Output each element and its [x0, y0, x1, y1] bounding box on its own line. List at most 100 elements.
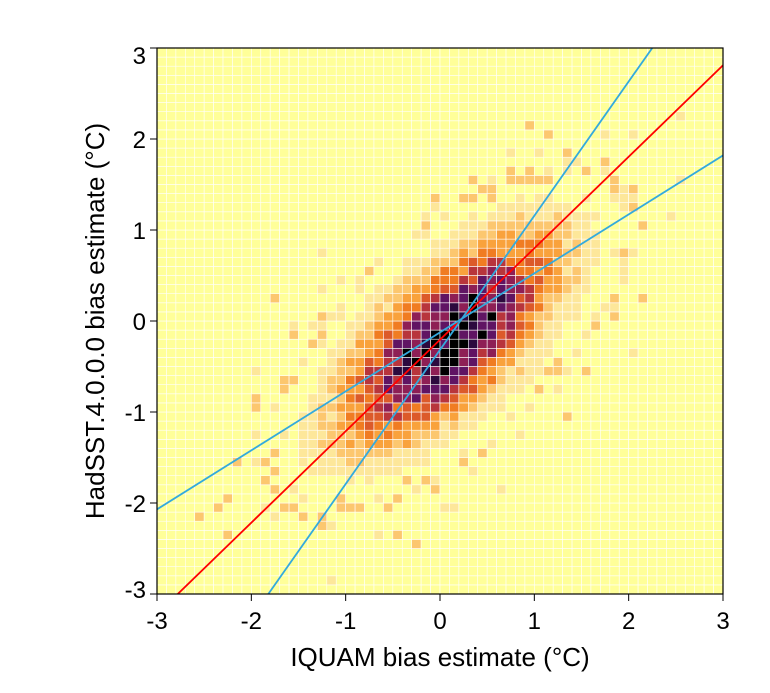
heatmap-cell — [600, 338, 611, 349]
heatmap-cell — [307, 557, 318, 567]
heatmap-cell — [326, 475, 337, 486]
heatmap-cell — [241, 366, 252, 376]
heatmap-cell — [534, 457, 545, 467]
heatmap-cell — [628, 184, 639, 194]
heatmap-cell — [703, 120, 714, 131]
heatmap-cell — [609, 75, 620, 85]
heatmap-cell — [458, 84, 469, 94]
heatmap-cell — [618, 575, 629, 586]
heatmap-cell — [307, 247, 318, 258]
heatmap-cell — [335, 529, 346, 540]
heatmap-cell — [515, 93, 526, 103]
heatmap-cell — [666, 211, 677, 222]
heatmap-cell — [326, 566, 337, 577]
heatmap-cell — [600, 56, 611, 67]
heatmap-cell — [609, 84, 620, 94]
heatmap-cell — [373, 47, 384, 58]
heatmap-cell — [647, 56, 658, 67]
heatmap-cell — [241, 311, 252, 322]
heatmap-cell — [675, 156, 686, 167]
heatmap-cell — [656, 275, 667, 285]
heatmap-cell — [430, 511, 441, 522]
heatmap-cell — [439, 384, 450, 395]
heatmap-cell — [666, 575, 677, 586]
heatmap-cell — [307, 75, 318, 85]
heatmap-cell — [486, 202, 497, 213]
heatmap-cell — [637, 75, 648, 85]
heatmap-cell — [175, 457, 186, 467]
heatmap-cell — [675, 393, 686, 404]
heatmap-cell — [534, 284, 545, 295]
heatmap-cell — [694, 493, 705, 504]
heatmap-cell — [675, 302, 686, 313]
heatmap-cell — [241, 402, 252, 413]
heatmap-cell — [562, 266, 573, 276]
heatmap-cell — [439, 347, 450, 358]
heatmap-cell — [203, 347, 214, 358]
heatmap-cell — [713, 539, 724, 549]
heatmap-cell — [241, 584, 252, 595]
heatmap-cell — [496, 384, 507, 395]
heatmap-cell — [326, 75, 337, 85]
heatmap-cell — [524, 466, 535, 477]
heatmap-cell — [486, 338, 497, 349]
heatmap-cell — [590, 457, 601, 467]
heatmap-cell — [279, 384, 290, 395]
heatmap-cell — [288, 166, 299, 176]
heatmap-cell — [534, 466, 545, 477]
heatmap-cell — [628, 302, 639, 313]
heatmap-cell — [251, 375, 262, 386]
heatmap-cell — [534, 420, 545, 431]
heatmap-cell — [458, 429, 469, 440]
heatmap-cell — [496, 120, 507, 131]
heatmap-cell — [703, 211, 714, 222]
heatmap-cell — [298, 402, 309, 413]
heatmap-cell — [430, 384, 441, 395]
heatmap-cell — [232, 102, 243, 112]
heatmap-cell — [562, 293, 573, 304]
heatmap-cell — [581, 329, 592, 340]
heatmap-cell — [241, 75, 252, 85]
heatmap-cell — [618, 584, 629, 595]
heatmap-cell — [156, 347, 167, 358]
heatmap-cell — [364, 202, 375, 213]
heatmap-cell — [317, 75, 328, 85]
heatmap-cell — [703, 238, 714, 249]
heatmap-cell — [496, 375, 507, 386]
heatmap-cell — [307, 375, 318, 386]
heatmap-cell — [656, 384, 667, 395]
heatmap-cell — [175, 211, 186, 222]
heatmap-cell — [439, 402, 450, 413]
heatmap-cell — [354, 347, 365, 358]
heatmap-cell — [364, 311, 375, 322]
heatmap-cell — [571, 211, 582, 222]
heatmap-cell — [392, 111, 403, 122]
heatmap-cell — [439, 548, 450, 558]
heatmap-cell — [269, 193, 280, 204]
heatmap-cell — [232, 357, 243, 367]
heatmap-cell — [656, 520, 667, 531]
heatmap-cell — [571, 520, 582, 531]
heatmap-cell — [392, 238, 403, 249]
heatmap-cell — [288, 338, 299, 349]
heatmap-cell — [571, 529, 582, 540]
heatmap-cell — [496, 302, 507, 313]
heatmap-cell — [194, 138, 205, 149]
heatmap-cell — [185, 529, 196, 540]
heatmap-cell — [581, 466, 592, 477]
heatmap-cell — [326, 539, 337, 549]
x-tick-label: -1 — [335, 608, 356, 635]
heatmap-cell — [411, 475, 422, 486]
heatmap-cell — [458, 202, 469, 213]
heatmap-cell — [439, 420, 450, 431]
heatmap-cell — [364, 47, 375, 58]
heatmap-cell — [326, 466, 337, 477]
heatmap-cell — [241, 457, 252, 467]
heatmap-cell — [449, 56, 460, 67]
heatmap-cell — [156, 284, 167, 295]
heatmap-cell — [486, 584, 497, 595]
heatmap-cell — [618, 539, 629, 549]
heatmap-cell — [298, 393, 309, 404]
heatmap-cell — [213, 566, 224, 577]
heatmap-cell — [647, 375, 658, 386]
